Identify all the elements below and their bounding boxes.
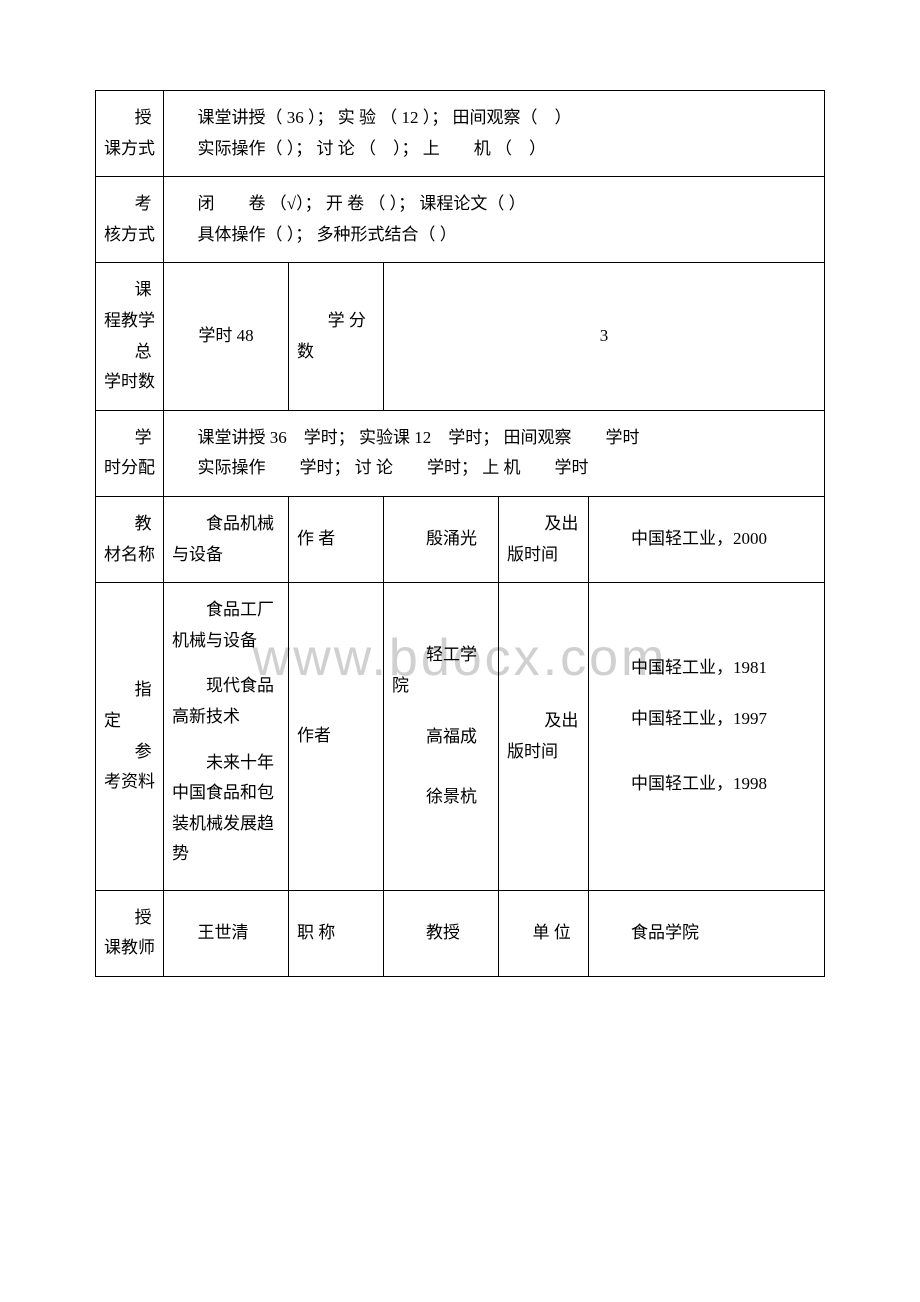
hour-allocation-label: 学时分配	[96, 410, 164, 496]
hour-allocation-line2: 实际操作 学时； 讨 论 学时； 上 机 学时	[172, 453, 816, 484]
ref-pub-1: 中国轻工业，1981	[597, 653, 816, 684]
textbook-author: 殷涌光	[384, 496, 499, 582]
teacher-title: 教授	[384, 890, 499, 976]
exam-method-line2: 具体操作（ ）； 多种形式结合（ ）	[172, 220, 816, 251]
course-info-table: 授课方式 课堂讲授（ 36 ）； 实 验 （ 12 ）； 田间观察（ ） 实际操…	[95, 90, 825, 977]
hour-allocation-content: 课堂讲授 36 学时； 实验课 12 学时； 田间观察 学时 实际操作 学时； …	[164, 410, 825, 496]
teacher-name: 王世清	[164, 890, 289, 976]
references-row: 指 定 参 考资料 食品工厂机械与设备 现代食品高新技术 未来十年中国食品和包装…	[96, 583, 825, 891]
textbook-author-label: 作 者	[289, 496, 384, 582]
references-author-label: 作者	[289, 583, 384, 891]
ref-author-2: 高福成	[392, 722, 490, 753]
teacher-row: 授课教师 王世清 职 称 教授 单 位 食品学院	[96, 890, 825, 976]
hour-allocation-line1: 课堂讲授 36 学时； 实验课 12 学时； 田间观察 学时	[172, 423, 816, 454]
ref-author-1: 轻工学院	[392, 640, 490, 701]
teacher-title-label: 职 称	[289, 890, 384, 976]
references-label: 指 定 参 考资料	[96, 583, 164, 891]
teaching-method-label: 授课方式	[96, 91, 164, 177]
teaching-method-row: 授课方式 课堂讲授（ 36 ）； 实 验 （ 12 ）； 田间观察（ ） 实际操…	[96, 91, 825, 177]
textbook-label: 教材名称	[96, 496, 164, 582]
references-books: 食品工厂机械与设备 现代食品高新技术 未来十年中国食品和包装机械发展趋势	[164, 583, 289, 891]
ref-book-2: 现代食品高新技术	[172, 671, 280, 732]
ref-pub-3: 中国轻工业，1998	[597, 769, 816, 800]
references-publishers: 中国轻工业，1981 中国轻工业，1997 中国轻工业，1998	[589, 583, 825, 891]
teaching-method-content: 课堂讲授（ 36 ）； 实 验 （ 12 ）； 田间观察（ ） 实际操作（ ）；…	[164, 91, 825, 177]
teacher-unit-label: 单 位	[499, 890, 589, 976]
credit-label: 学 分数	[289, 263, 384, 410]
teaching-method-line1: 课堂讲授（ 36 ）； 实 验 （ 12 ）； 田间观察（ ）	[172, 103, 816, 134]
textbook-row: 教材名称 食品机械与设备 作 者 殷涌光 及出版时间 中国轻工业，2000	[96, 496, 825, 582]
teacher-unit: 食品学院	[589, 890, 825, 976]
ref-book-1: 食品工厂机械与设备	[172, 595, 280, 656]
references-authors: 轻工学院 高福成 徐景杭	[384, 583, 499, 891]
credit-value: 3	[384, 263, 825, 410]
exam-method-row: 考核方式 闭 卷 （√）； 开 卷 （ ）； 课程论文（ ） 具体操作（ ）； …	[96, 177, 825, 263]
teacher-label: 授课教师	[96, 890, 164, 976]
ref-pub-2: 中国轻工业，1997	[597, 704, 816, 735]
references-pub-label: 及出版时间	[499, 583, 589, 891]
teaching-method-line2: 实际操作（ ）； 讨 论 （ ）； 上 机 （ ）	[172, 134, 816, 165]
document-wrapper: www.bdocx.com 授课方式 课堂讲授（ 36 ）； 实 验 （ 12 …	[95, 90, 825, 977]
ref-author-3: 徐景杭	[392, 782, 490, 813]
total-hours-row: 课程教学 总学时数 学时 48 学 分数 3	[96, 263, 825, 410]
total-hours-label: 课程教学 总学时数	[96, 263, 164, 410]
exam-method-line1: 闭 卷 （√）； 开 卷 （ ）； 课程论文（ ）	[172, 189, 816, 220]
textbook-publisher: 中国轻工业，2000	[589, 496, 825, 582]
textbook-pub-label: 及出版时间	[499, 496, 589, 582]
exam-method-label: 考核方式	[96, 177, 164, 263]
total-hours-value: 学时 48	[164, 263, 289, 410]
hour-allocation-row: 学时分配 课堂讲授 36 学时； 实验课 12 学时； 田间观察 学时 实际操作…	[96, 410, 825, 496]
ref-book-3: 未来十年中国食品和包装机械发展趋势	[172, 748, 280, 870]
textbook-name: 食品机械与设备	[164, 496, 289, 582]
exam-method-content: 闭 卷 （√）； 开 卷 （ ）； 课程论文（ ） 具体操作（ ）； 多种形式结…	[164, 177, 825, 263]
